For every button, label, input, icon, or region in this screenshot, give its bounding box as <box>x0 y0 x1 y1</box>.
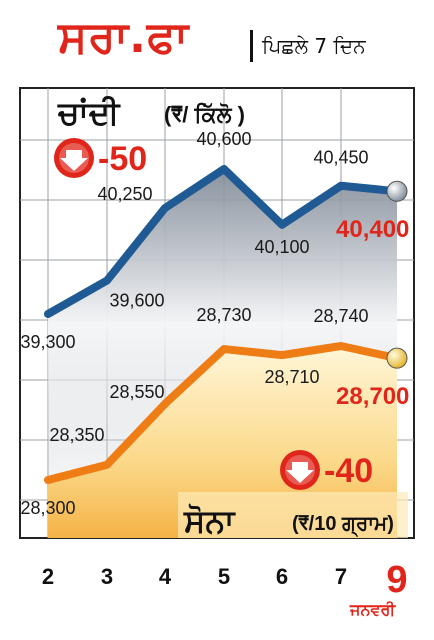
gold-down-badge <box>280 450 320 490</box>
gold-data-label: 28,300 <box>20 498 75 518</box>
chart-subtitle: ਪਿਛਲੇ 7 ਦਿਨ <box>262 34 366 58</box>
gold-data-label: 28,550 <box>109 382 164 402</box>
x-tick-label: 2 <box>42 564 54 589</box>
gold-end-marker <box>386 347 408 369</box>
silver-data-label: 39,300 <box>20 332 75 352</box>
data-labels: 39,300 39,600 40,250 40,600 40,100 40,450 28,3… <box>20 129 368 518</box>
gold-change: -40 <box>324 452 373 490</box>
x-tick-label: 6 <box>276 564 288 589</box>
silver-data-label: 40,250 <box>97 184 152 204</box>
silver-label: ਚਾਂਦੀ <box>57 95 121 131</box>
gold-series-line <box>44 342 401 484</box>
silver-data-label: 40,100 <box>254 237 309 257</box>
x-tick-label: 4 <box>159 564 172 589</box>
silver-series-line <box>44 165 401 318</box>
silver-data-label: 40,600 <box>196 129 251 149</box>
gold-label: ਸੋਨਾ <box>183 503 236 539</box>
silver-data-label: 39,600 <box>109 291 164 311</box>
silver-down-badge <box>54 138 94 178</box>
month-label: ਜਨਵਰੀ <box>350 600 396 619</box>
gold-latest-value: 28,700 <box>336 383 409 410</box>
chart-title: ਸਰਾ.ਫਾ <box>58 12 190 63</box>
gold-data-label: 28,730 <box>196 305 251 325</box>
silver-end-marker <box>386 180 408 202</box>
x-tick-label: 9 <box>386 559 407 601</box>
gold-data-label: 28,740 <box>313 306 368 326</box>
gold-area <box>48 346 397 538</box>
silver-latest-value: 40,400 <box>336 216 409 243</box>
series-lines <box>44 165 401 484</box>
silver-change: -50 <box>98 140 147 178</box>
silver-unit: (₹/ ਕਿੱਲੋ ) <box>164 102 245 127</box>
gold-data-label: 28,350 <box>49 425 104 445</box>
x-tick-label: 3 <box>101 564 113 589</box>
x-tick-labels: 2 3 4 5 6 7 9 <box>42 559 408 601</box>
gold-data-label: 28,710 <box>264 367 319 387</box>
silver-data-label: 40,450 <box>313 148 368 168</box>
series-markers <box>386 180 408 369</box>
gold-unit: (₹/10 ਗ੍ਰਾਮ) <box>292 513 394 538</box>
gold-label-backdrop <box>178 492 408 538</box>
title-separator <box>250 30 253 62</box>
x-tick-label: 7 <box>335 564 347 589</box>
x-tick-label: 5 <box>218 564 230 589</box>
